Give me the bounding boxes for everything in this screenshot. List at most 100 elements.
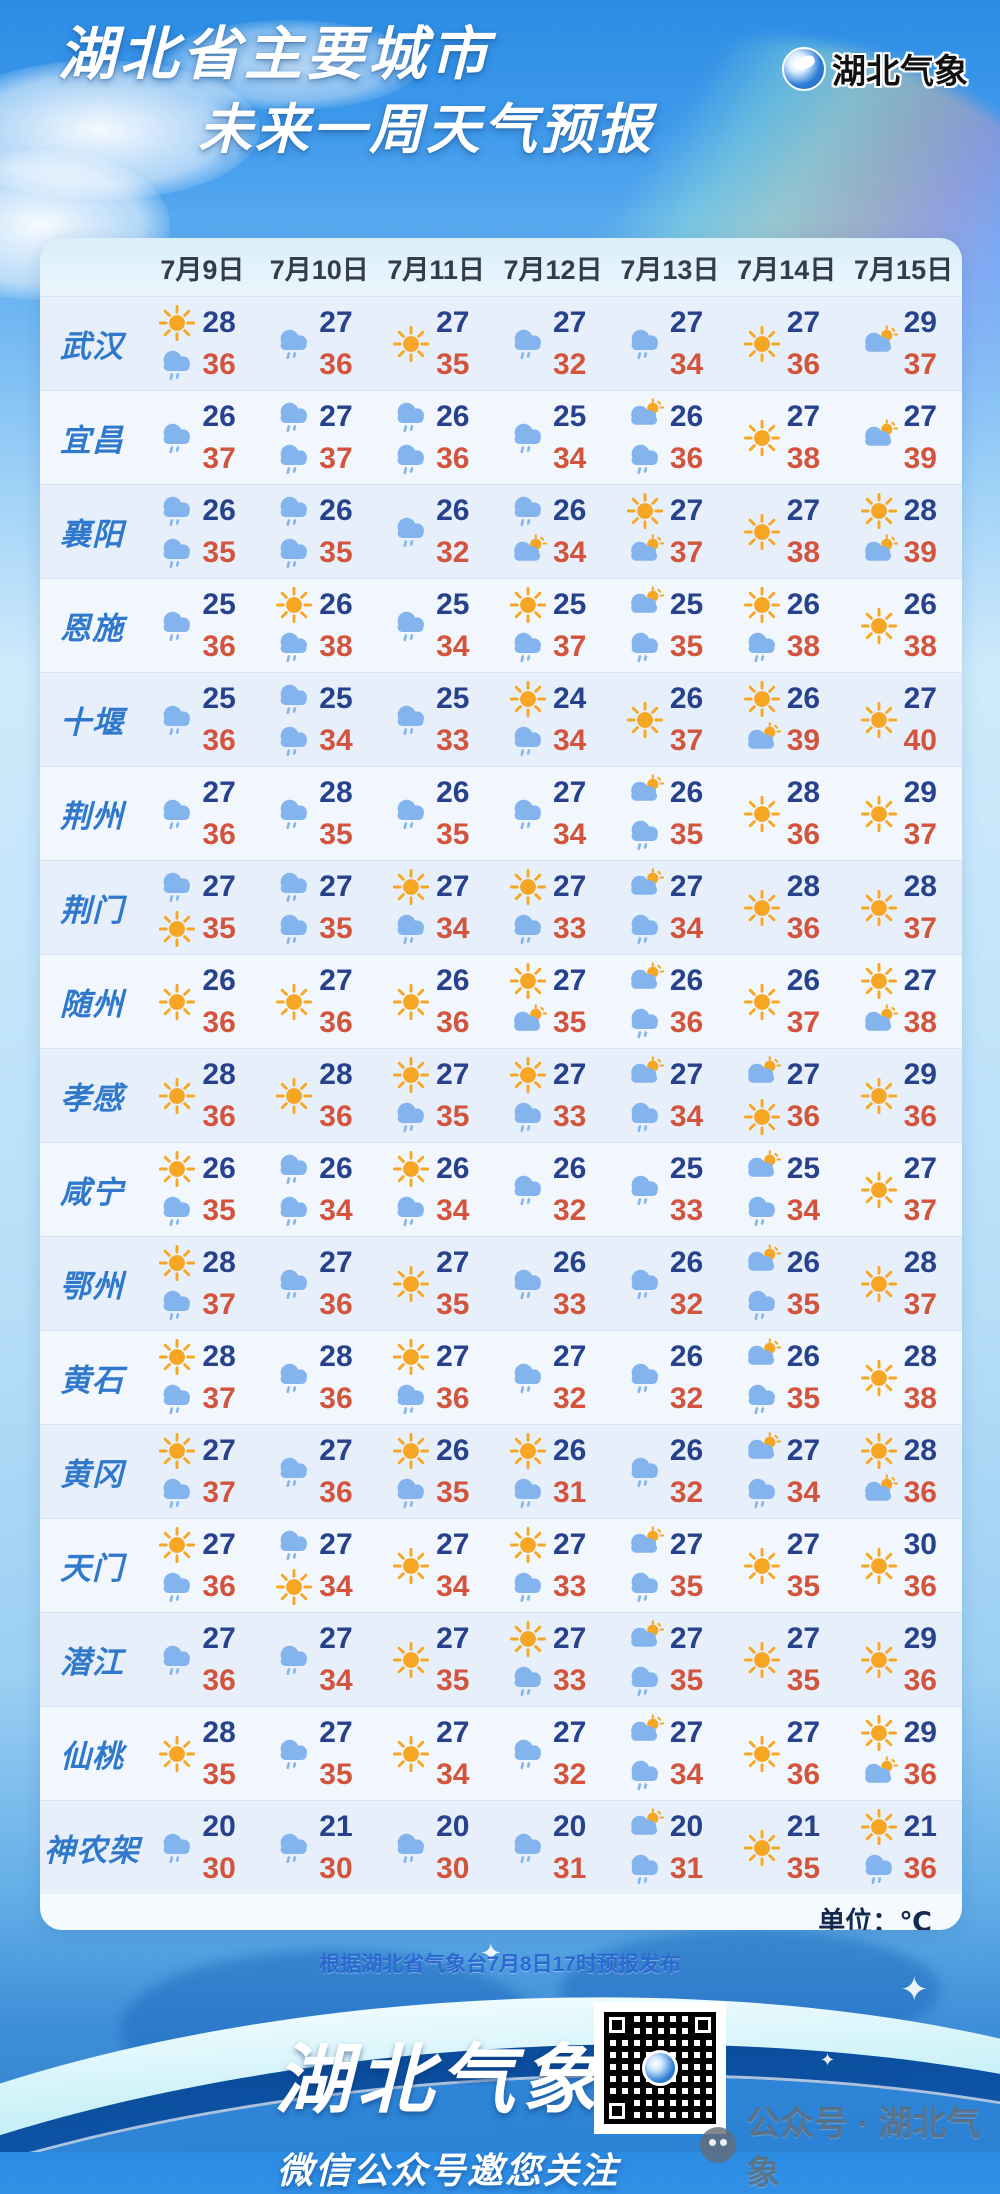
partly-icon	[509, 533, 547, 572]
partly-icon	[860, 1003, 898, 1042]
low-temp: 28	[786, 775, 821, 809]
sun-icon	[860, 607, 898, 645]
low-temp: 28	[202, 1245, 236, 1279]
sun-icon	[860, 1714, 898, 1752]
forecast-cell: 28 36	[728, 772, 845, 856]
forecast-cell: 27 37	[845, 1148, 962, 1232]
low-temp: 27	[202, 1621, 236, 1655]
rain-icon	[158, 346, 196, 384]
low-temp: 26	[669, 681, 704, 715]
high-temp: 36	[903, 1663, 937, 1697]
forecast-cell: 20 30	[378, 1806, 495, 1890]
high-temp: 36	[903, 1569, 937, 1603]
forecast-cell: 20 31	[611, 1806, 728, 1890]
low-temp: 28	[319, 775, 353, 809]
rain-icon	[158, 492, 196, 530]
low-temp: 25	[202, 587, 236, 621]
partly-icon	[626, 773, 664, 812]
sun-icon	[392, 1641, 430, 1679]
low-temp: 26	[669, 963, 704, 997]
date-row: 7月9日 7月10日 7月11日 7月12日 7月13日 7月14日 7月15日	[40, 238, 962, 296]
low-temp: 28	[903, 869, 937, 903]
forecast-cell: 26 35	[611, 772, 728, 856]
table-row: 恩施 25 36 26 38 25 34 25	[40, 578, 962, 672]
forecast-cell: 26 36	[378, 960, 495, 1044]
low-temp: 27	[552, 869, 587, 903]
low-temp: 26	[786, 963, 821, 997]
sun-icon	[509, 962, 547, 1000]
qr-finder-icon	[604, 2012, 630, 2038]
partly-icon	[860, 324, 898, 363]
rain-icon	[275, 1829, 313, 1867]
rain-icon	[392, 513, 430, 551]
rain-icon	[626, 816, 664, 854]
rain-icon	[275, 1641, 313, 1679]
rain-icon	[626, 1850, 664, 1888]
rain-icon	[509, 1662, 547, 1700]
sun-icon	[392, 325, 430, 363]
low-temp: 27	[319, 305, 353, 339]
high-temp: 36	[436, 1381, 470, 1415]
forecast-cell: 26 38	[728, 584, 845, 668]
low-temp: 25	[552, 399, 587, 433]
high-temp: 34	[436, 911, 470, 945]
high-temp: 35	[436, 1663, 470, 1697]
low-temp: 25	[436, 681, 470, 715]
forecast-cell: 26 35	[378, 1430, 495, 1514]
forecast-cell: 20 30	[144, 1806, 261, 1890]
high-temp: 35	[436, 1099, 470, 1133]
forecast-cell: 26 38	[261, 584, 378, 668]
high-temp: 34	[786, 1475, 821, 1509]
high-temp: 35	[786, 1851, 821, 1885]
sun-icon	[860, 795, 898, 833]
high-temp: 34	[552, 441, 587, 475]
sun-icon	[392, 1432, 430, 1470]
forecast-cell: 26 38	[845, 584, 962, 668]
sun-icon	[860, 1359, 898, 1397]
rain-icon	[509, 1359, 547, 1397]
forecast-cell: 27 34	[728, 1430, 845, 1514]
high-temp: 33	[552, 1099, 587, 1133]
low-temp: 27	[319, 963, 353, 997]
forecast-cell: 27 37	[144, 1430, 261, 1514]
high-temp: 37	[669, 723, 704, 757]
low-temp: 28	[202, 1057, 236, 1091]
rain-icon	[275, 1359, 313, 1397]
sun-icon	[743, 325, 781, 363]
high-temp: 35	[669, 817, 704, 851]
forecast-cell: 26 34	[495, 490, 612, 574]
city-label: 仙桃	[60, 1739, 124, 1774]
low-temp: 21	[319, 1809, 353, 1843]
low-temp: 26	[903, 587, 937, 621]
high-temp: 35	[202, 911, 236, 945]
forecast-card: 7月9日 7月10日 7月11日 7月12日 7月13日 7月14日 7月15日 武汉 28…	[40, 238, 962, 1930]
high-temp: 36	[202, 347, 236, 381]
high-temp: 35	[552, 1005, 587, 1039]
table-row: 襄阳 26 35 26 35 26 32	[40, 484, 962, 578]
watermark-text: 公众号 · 湖北气象	[746, 2105, 981, 2192]
brand-name: 湖北气象	[275, 2038, 603, 2123]
city-label: 黄石	[60, 1363, 124, 1398]
low-temp: 25	[436, 587, 470, 621]
forecast-cell: 26 36	[378, 396, 495, 480]
forecast-cell: 26 36	[144, 960, 261, 1044]
footer-background: ✦ ✦ ✦	[0, 1930, 1000, 2152]
table-row: 十堰 25 36 25 34 25 33 24 34	[40, 672, 962, 766]
low-temp: 27	[319, 1433, 353, 1467]
low-temp: 20	[436, 1809, 470, 1843]
high-temp: 36	[903, 1475, 937, 1509]
qr-finder-icon	[604, 2098, 630, 2124]
low-temp: 28	[319, 1339, 353, 1373]
high-temp: 35	[436, 1475, 470, 1509]
brand-slogan: 微信公众号邀您关注	[277, 2150, 620, 2191]
low-temp: 27	[903, 963, 937, 997]
sun-icon	[743, 1735, 781, 1773]
sun-icon	[275, 586, 313, 624]
qr-finder-icon	[690, 2012, 716, 2038]
sun-icon	[158, 983, 196, 1021]
low-temp: 26	[202, 1151, 236, 1185]
high-temp: 31	[552, 1475, 587, 1509]
sun-icon	[743, 1098, 781, 1136]
rain-icon	[275, 1150, 313, 1188]
low-temp: 26	[436, 1151, 470, 1185]
